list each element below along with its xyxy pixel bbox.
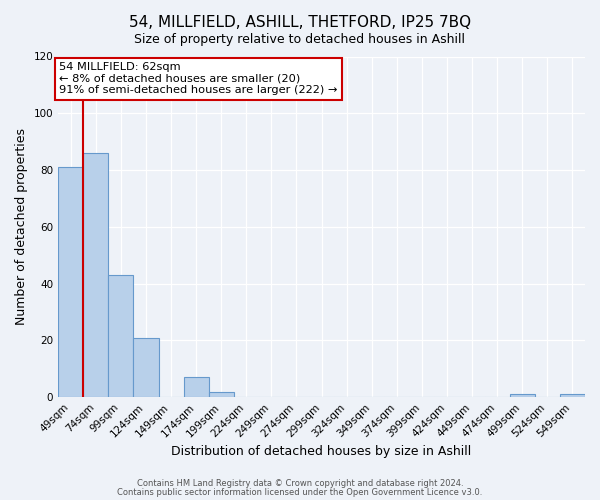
Text: Size of property relative to detached houses in Ashill: Size of property relative to detached ho…	[134, 32, 466, 46]
Bar	[58, 167, 83, 397]
Bar	[209, 392, 234, 397]
Bar	[133, 338, 158, 397]
Text: 54 MILLFIELD: 62sqm
← 8% of detached houses are smaller (20)
91% of semi-detache: 54 MILLFIELD: 62sqm ← 8% of detached hou…	[59, 62, 338, 96]
Bar	[83, 153, 109, 397]
Y-axis label: Number of detached properties: Number of detached properties	[15, 128, 28, 326]
Text: 54, MILLFIELD, ASHILL, THETFORD, IP25 7BQ: 54, MILLFIELD, ASHILL, THETFORD, IP25 7B…	[129, 15, 471, 30]
Bar	[184, 378, 209, 397]
X-axis label: Distribution of detached houses by size in Ashill: Distribution of detached houses by size …	[172, 444, 472, 458]
Text: Contains HM Land Registry data © Crown copyright and database right 2024.: Contains HM Land Registry data © Crown c…	[137, 480, 463, 488]
Bar	[560, 394, 585, 397]
Text: Contains public sector information licensed under the Open Government Licence v3: Contains public sector information licen…	[118, 488, 482, 497]
Bar	[510, 394, 535, 397]
Bar	[109, 275, 133, 397]
